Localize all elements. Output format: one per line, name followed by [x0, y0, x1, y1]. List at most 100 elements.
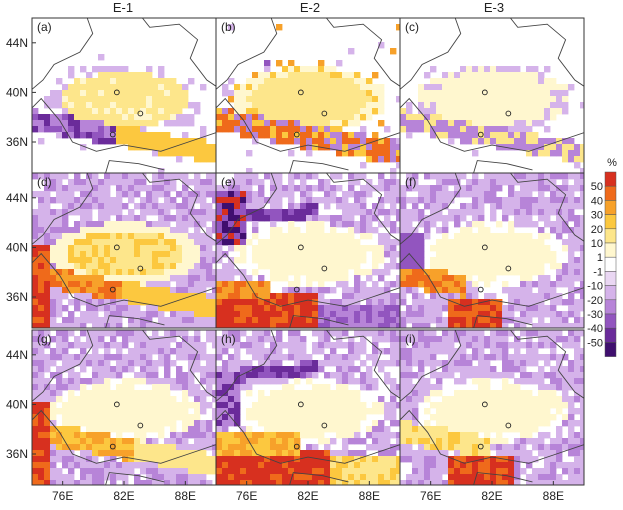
- field-cell: [80, 221, 87, 228]
- field-cell: [354, 84, 361, 91]
- field-cell: [44, 191, 51, 198]
- field-cell: [580, 227, 584, 234]
- field-cell: [318, 426, 325, 433]
- field-cell: [412, 396, 419, 403]
- field-cell: [318, 96, 325, 103]
- field-cell: [580, 168, 584, 173]
- field-cell: [110, 420, 117, 427]
- field-cell: [330, 245, 337, 252]
- field-cell: [282, 209, 289, 216]
- field-cell: [466, 251, 473, 258]
- station-marker: [113, 401, 120, 408]
- field-cell: [80, 227, 87, 234]
- field-cell: [86, 378, 93, 385]
- field-cell: [62, 215, 69, 222]
- field-cell: [98, 354, 105, 361]
- field-cell: [454, 378, 461, 385]
- field-cell: [384, 438, 391, 445]
- field-cell: [176, 462, 183, 469]
- field-cell: [252, 191, 259, 198]
- field-cell: [294, 287, 301, 294]
- field-cell: [568, 323, 575, 328]
- field-cell: [436, 426, 443, 433]
- panel-h: (h): [215, 329, 401, 486]
- field-cell: [418, 317, 425, 324]
- field-cell: [228, 209, 235, 216]
- field-cell: [478, 317, 485, 324]
- field-cell: [496, 221, 503, 228]
- field-cell: [152, 239, 159, 246]
- field-cell: [550, 150, 557, 157]
- field-cell: [246, 275, 253, 282]
- field-cell: [182, 114, 189, 121]
- field-cell: [538, 396, 545, 403]
- field-cell: [128, 348, 135, 355]
- field-cell: [158, 173, 165, 180]
- field-cell: [258, 450, 265, 457]
- field-cell: [228, 120, 235, 127]
- field-cell: [38, 468, 45, 475]
- station-marker: [297, 89, 304, 96]
- field-cell: [216, 366, 223, 373]
- field-cell: [264, 366, 271, 373]
- field-cell: [472, 287, 479, 294]
- field-cell: [288, 257, 295, 264]
- field-cell: [222, 305, 229, 312]
- field-cell: [228, 456, 235, 463]
- field-cell: [134, 227, 141, 234]
- field-cell: [38, 323, 45, 328]
- field-cell: [32, 348, 39, 355]
- field-cell: [240, 209, 247, 216]
- field-cell: [50, 462, 57, 469]
- field-cell: [74, 120, 81, 127]
- field-cell: [366, 150, 373, 157]
- field-cell: [324, 402, 331, 409]
- field-cell: [92, 366, 99, 373]
- field-cell: [300, 396, 307, 403]
- field-cell: [38, 317, 45, 324]
- field-cell: [448, 299, 455, 306]
- field-cell: [68, 245, 75, 252]
- field-cell: [460, 323, 467, 328]
- field-cell: [336, 108, 343, 115]
- field-cell: [116, 275, 123, 282]
- field-cell: [306, 305, 313, 312]
- field-cell: [538, 102, 545, 109]
- field-cell: [86, 299, 93, 306]
- field-cell: [330, 233, 337, 240]
- field-cell: [562, 90, 569, 97]
- field-cell: [300, 474, 307, 481]
- field-cell: [300, 342, 307, 349]
- field-cell: [574, 257, 581, 264]
- field-cell: [240, 281, 247, 288]
- station-marker: [321, 110, 328, 117]
- field-cell: [514, 108, 521, 115]
- field-cell: [110, 462, 117, 469]
- field-cell: [454, 126, 461, 133]
- field-cell: [216, 239, 223, 246]
- field-cell: [300, 144, 307, 151]
- field-cell: [86, 203, 93, 210]
- field-cell: [490, 108, 497, 115]
- field-cell: [550, 108, 557, 115]
- field-cell: [478, 402, 485, 409]
- field-cell: [146, 197, 153, 204]
- field-cell: [158, 474, 165, 481]
- field-cell: [538, 420, 545, 427]
- field-cell: [544, 150, 551, 157]
- field-cell: [116, 444, 123, 451]
- field-cell: [466, 66, 473, 73]
- field-cell: [80, 96, 87, 103]
- field-cell: [258, 126, 265, 133]
- field-cell: [466, 342, 473, 349]
- field-cell: [194, 426, 201, 433]
- field-cell: [216, 281, 223, 288]
- field-cell: [276, 191, 283, 198]
- field-cell: [222, 336, 229, 343]
- field-cell: [74, 281, 81, 288]
- field-cell: [228, 366, 235, 373]
- field-cell: [188, 480, 195, 485]
- field-cell: [318, 414, 325, 421]
- field-cell: [122, 263, 129, 270]
- field-cell: [354, 269, 361, 276]
